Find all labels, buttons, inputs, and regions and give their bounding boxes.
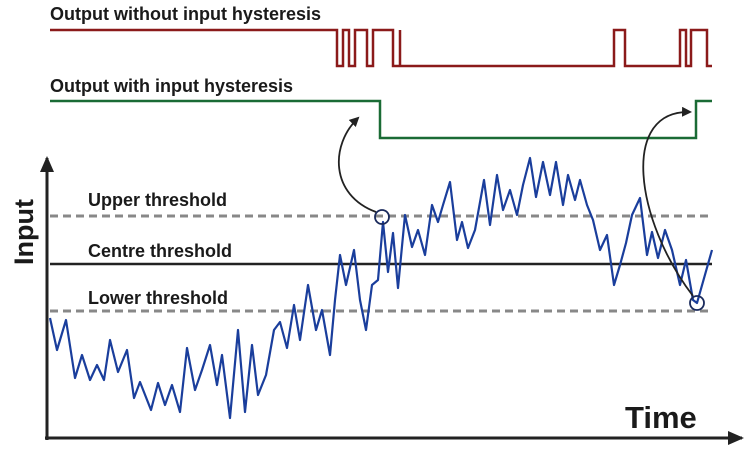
lower-threshold-label: Lower threshold	[88, 288, 228, 308]
output-with-trace	[50, 99, 712, 140]
lower-crossing-marker	[689, 295, 705, 311]
upper-threshold-label: Upper threshold	[88, 190, 227, 210]
centre-threshold-label: Centre threshold	[88, 241, 232, 261]
output-with-label: Output with input hysteresis	[50, 76, 293, 96]
upper-crossing-marker	[374, 209, 390, 225]
switch-arrow	[337, 116, 377, 213]
x-axis-label: Time	[625, 400, 697, 435]
input-signal	[48, 156, 714, 420]
output-without-trace	[50, 28, 712, 68]
output-without-label: Output without input hysteresis	[50, 4, 321, 24]
y-axis-label: Input	[9, 199, 39, 265]
switch-arrow	[642, 106, 694, 297]
